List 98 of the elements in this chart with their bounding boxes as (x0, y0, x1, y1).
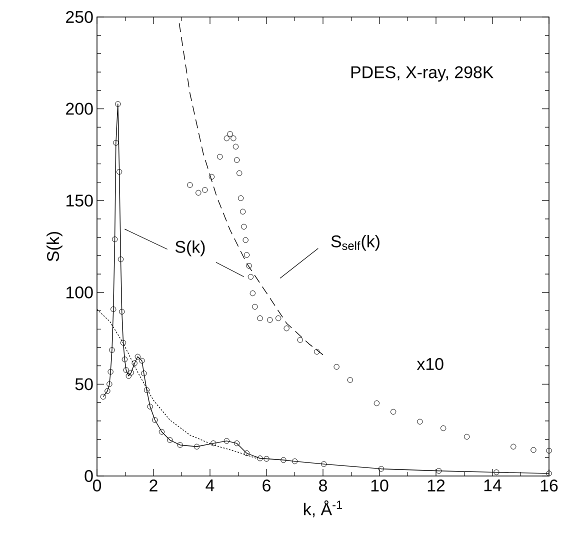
point (132, 360, 138, 366)
point (126, 373, 132, 379)
point (100, 394, 106, 400)
point (234, 157, 240, 163)
point (134, 354, 141, 360)
point (109, 347, 115, 353)
point (232, 144, 239, 150)
point (217, 154, 223, 160)
y-tick-label: 0 (84, 470, 93, 482)
point (224, 438, 230, 444)
point (104, 388, 110, 394)
point (224, 136, 230, 142)
y-tick-label: 200 (66, 102, 93, 115)
point (141, 370, 147, 376)
point (187, 182, 193, 188)
y-tick-label: 150 (66, 194, 93, 207)
x-tick-label: 0 (92, 480, 102, 492)
point (241, 224, 247, 230)
point (115, 101, 121, 107)
point (257, 315, 263, 322)
y-tick-label: 250 (66, 11, 93, 23)
y-tick-label: 100 (66, 286, 93, 298)
annotation: PDES, X-ray, 298K (351, 66, 494, 82)
y-tick-label: 50 (75, 378, 93, 390)
point (128, 370, 134, 376)
x-tick-label: 12 (428, 480, 445, 492)
point (280, 457, 286, 463)
point (440, 425, 446, 432)
annotation: S$_{self}$(k) (331, 234, 380, 251)
x-tick-label: 2 (150, 480, 158, 492)
point (147, 404, 153, 410)
point (284, 326, 290, 332)
point (118, 256, 124, 262)
point (276, 315, 282, 322)
point (108, 368, 114, 375)
point (510, 444, 516, 450)
point (436, 468, 442, 474)
x-tick-label: 14 (484, 480, 502, 492)
point (238, 195, 244, 202)
point (123, 367, 129, 373)
point (144, 387, 150, 393)
point (267, 317, 273, 323)
point (464, 434, 470, 440)
point (152, 417, 158, 423)
point (110, 306, 116, 312)
point (347, 377, 353, 383)
point (248, 274, 254, 280)
point (210, 440, 216, 446)
point (530, 447, 536, 453)
point (196, 190, 202, 196)
point (244, 450, 250, 456)
annotation: S(k) (175, 240, 205, 256)
point (250, 290, 256, 296)
x-tick-label: 8 (319, 480, 327, 492)
point (417, 418, 423, 425)
point (297, 337, 303, 343)
point (113, 140, 119, 146)
point (230, 136, 236, 142)
point (314, 348, 320, 355)
point (158, 428, 165, 435)
point (390, 408, 396, 415)
point (177, 442, 183, 448)
point (292, 458, 298, 464)
point (202, 187, 208, 193)
x-tick-label: 10 (371, 480, 388, 492)
point (334, 364, 340, 370)
point (252, 304, 258, 310)
x-tick-label: 4 (206, 480, 214, 492)
point (242, 237, 248, 243)
point (494, 469, 500, 476)
point (546, 448, 552, 454)
annotation: x10 (416, 358, 444, 370)
point (119, 308, 125, 315)
point (116, 168, 122, 175)
x-tick-label: 16 (540, 480, 558, 492)
point (246, 262, 252, 269)
x-tick-label: 6 (262, 480, 270, 492)
y-axis-title: S(k) (46, 232, 62, 262)
point (546, 470, 552, 476)
point (106, 381, 112, 388)
point (374, 400, 380, 406)
point (167, 437, 173, 443)
point (244, 252, 250, 258)
point (234, 440, 240, 446)
point (208, 174, 215, 180)
point (236, 170, 242, 176)
point (227, 131, 233, 137)
point (122, 356, 128, 362)
point (112, 236, 118, 242)
point (257, 456, 263, 462)
point (321, 461, 327, 467)
point (378, 466, 384, 472)
point (264, 456, 270, 462)
point (194, 444, 200, 450)
point (240, 208, 246, 214)
point (139, 358, 145, 364)
x-axis-title: k, Å$^{-1}$ (304, 500, 342, 518)
point (120, 340, 126, 346)
